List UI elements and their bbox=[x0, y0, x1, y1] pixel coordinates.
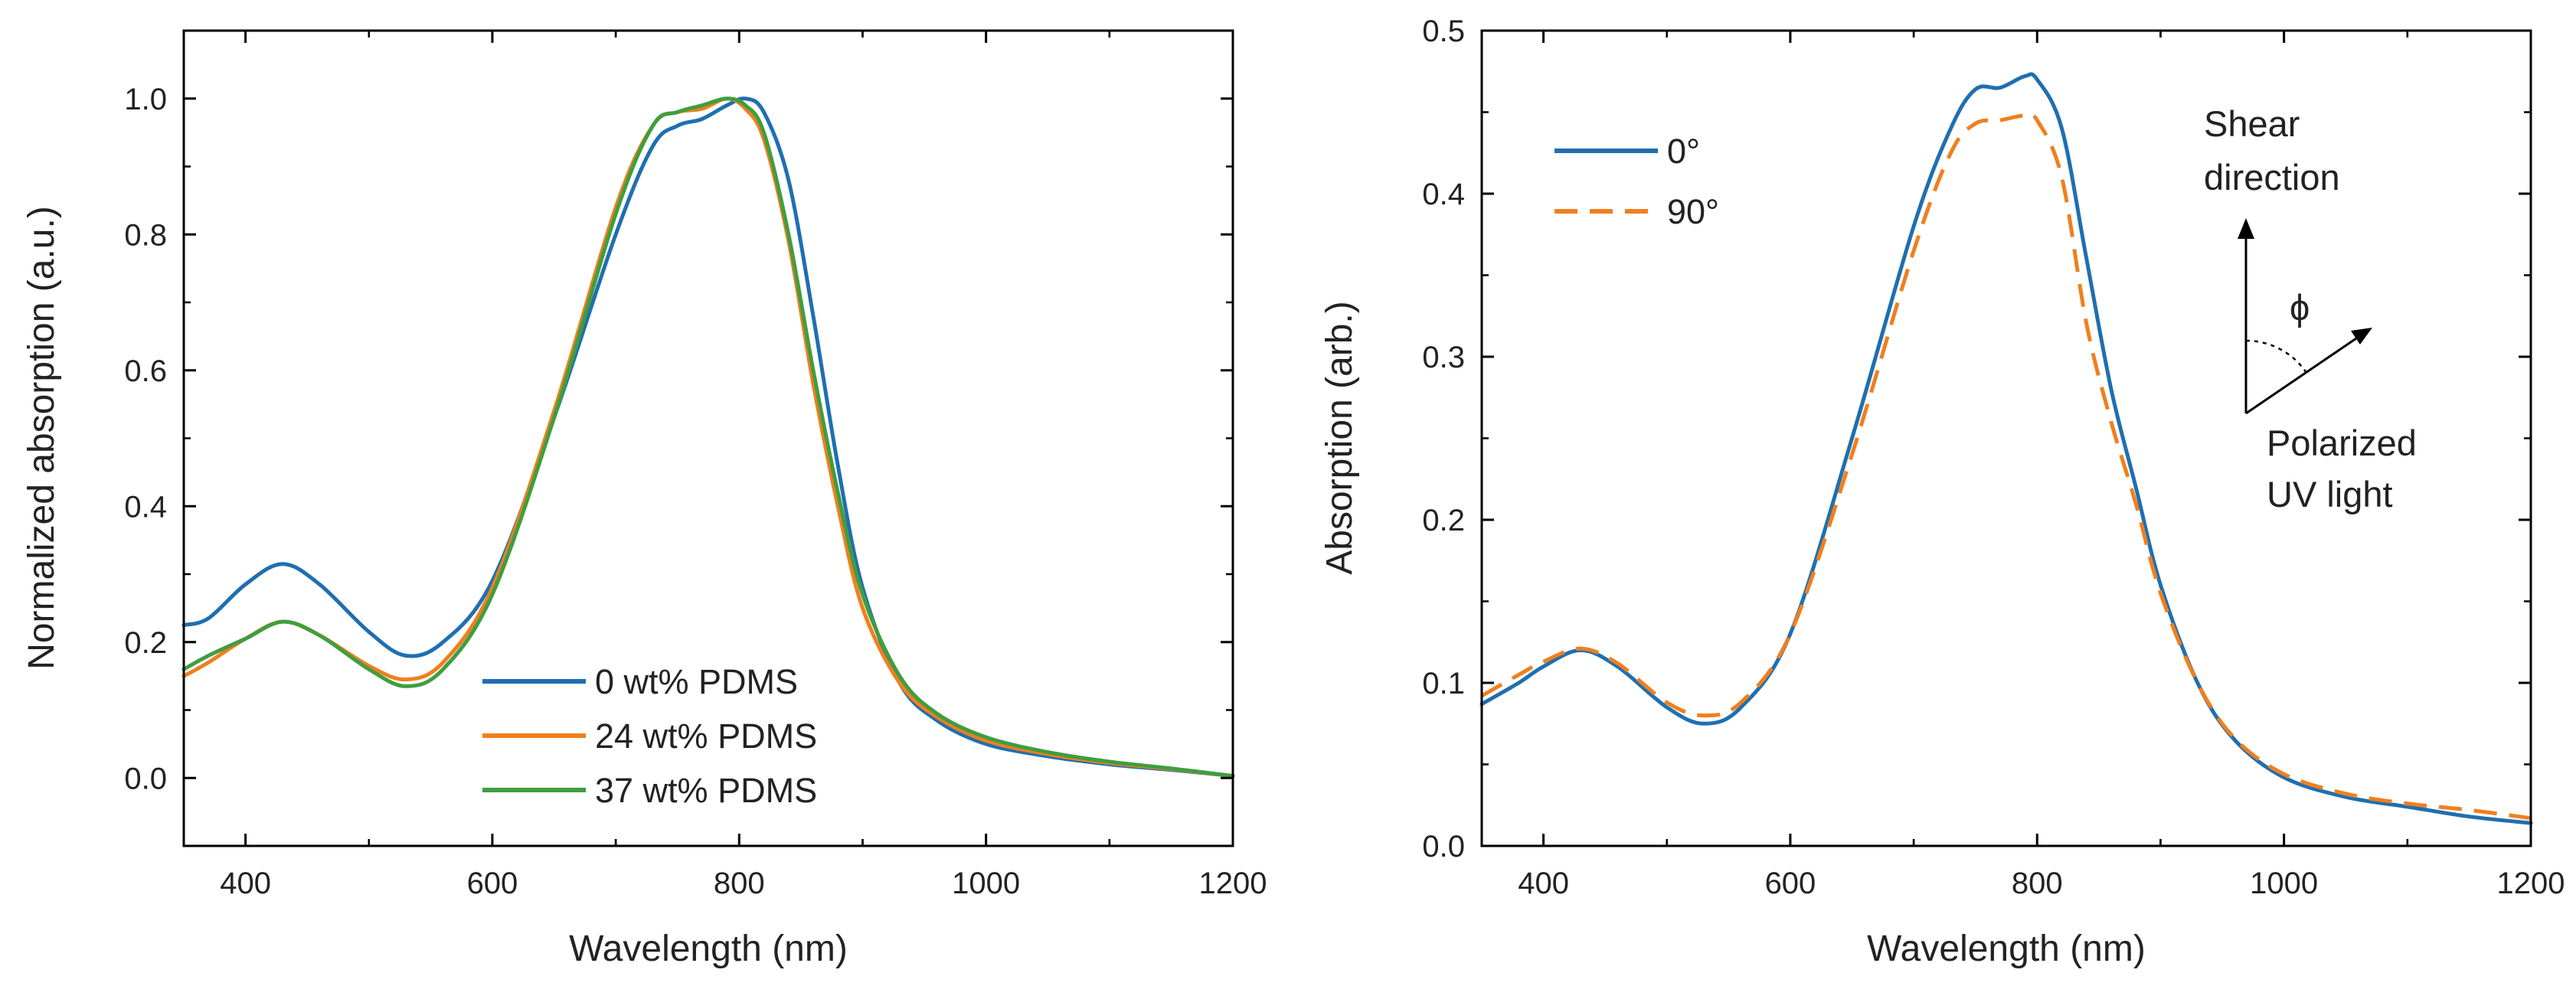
right-xtick-label: 800 bbox=[2012, 867, 2063, 900]
right-plot-area bbox=[1479, 72, 2533, 825]
left-x-axis-title: Wavelength (nm) bbox=[569, 929, 848, 969]
left-xtick-label: 1200 bbox=[1199, 867, 1267, 900]
polarization-inset: Shear direction ϕ Polarized UV light bbox=[2204, 103, 2417, 514]
shear-label-line2: direction bbox=[2204, 157, 2340, 198]
left-y-axis-title: Normalized absorption (a.u.) bbox=[21, 206, 62, 670]
left-ytick-label: 0.6 bbox=[124, 354, 167, 388]
right-legend: 0° 90° bbox=[1554, 132, 1719, 231]
right-xtick-label: 400 bbox=[1518, 867, 1569, 900]
right-xtick-label: 1200 bbox=[2497, 867, 2565, 900]
right-legend-label-0: 0° bbox=[1667, 132, 1700, 171]
left-legend: 0 wt% PDMS 24 wt% PDMS 37 wt% PDMS bbox=[482, 662, 817, 810]
left-legend-label-1: 24 wt% PDMS bbox=[595, 717, 817, 756]
left-ytick-label: 0.4 bbox=[124, 490, 167, 524]
polarized-label-line2: UV light bbox=[2267, 474, 2393, 514]
left-xtick-label: 1000 bbox=[952, 867, 1020, 900]
right-ytick-label: 0.4 bbox=[1422, 178, 1465, 211]
panel-absorption: 400 600 800 1000 1200 0.0 0.1 0.2 0.3 0.4 0.5 0° 90… bbox=[1319, 15, 2565, 969]
right-x-axis-title: Wavelength (nm) bbox=[1867, 929, 2146, 969]
phi-label: ϕ bbox=[2290, 287, 2310, 328]
uv-arrow bbox=[2245, 335, 2359, 415]
right-ytick-label: 0.5 bbox=[1422, 15, 1465, 48]
left-series-0-line bbox=[181, 96, 1235, 779]
left-plot-area bbox=[181, 96, 1235, 779]
shear-label-line1: Shear bbox=[2204, 103, 2300, 144]
left-legend-label-2: 37 wt% PDMS bbox=[595, 771, 817, 810]
left-xtick-label: 400 bbox=[220, 867, 271, 900]
left-xtick-label: 600 bbox=[467, 867, 518, 900]
left-ytick-label: 0.8 bbox=[124, 218, 167, 252]
right-xtick-label: 600 bbox=[1765, 867, 1816, 900]
panel-normalized-absorption: 400 600 800 1000 1200 0.0 0.2 0.4 0.6 0.8 1.0 0 wt… bbox=[21, 29, 1267, 969]
left-ytick-label: 1.0 bbox=[124, 83, 167, 116]
right-ytick-label: 0.3 bbox=[1422, 341, 1465, 374]
right-ticks: 400 600 800 1000 1200 0.0 0.1 0.2 0.3 0.4 0.5 bbox=[1422, 15, 2565, 900]
right-ytick-label: 0.1 bbox=[1422, 667, 1465, 700]
left-series-2-line bbox=[181, 96, 1235, 779]
left-ticks: 400 600 800 1000 1200 0.0 0.2 0.4 0.6 0.8 1.0 bbox=[124, 31, 1267, 900]
polarized-label-line1: Polarized bbox=[2267, 423, 2417, 463]
right-ytick-label: 0.2 bbox=[1422, 504, 1465, 537]
right-xtick-label: 1000 bbox=[2250, 867, 2318, 900]
left-xtick-label: 800 bbox=[714, 867, 765, 900]
angle-arc bbox=[2245, 339, 2308, 374]
shear-arrowhead bbox=[2238, 218, 2254, 239]
uv-arrowhead bbox=[2351, 328, 2372, 344]
left-ytick-label: 0.0 bbox=[124, 762, 167, 795]
right-series-1-line bbox=[1480, 112, 2532, 821]
right-y-axis-title: Absorption (arb.) bbox=[1319, 301, 1360, 575]
right-ytick-label: 0.0 bbox=[1422, 830, 1465, 864]
left-legend-label-0: 0 wt% PDMS bbox=[595, 662, 798, 701]
left-ytick-label: 0.2 bbox=[124, 626, 167, 660]
right-legend-label-1: 90° bbox=[1667, 192, 1719, 231]
